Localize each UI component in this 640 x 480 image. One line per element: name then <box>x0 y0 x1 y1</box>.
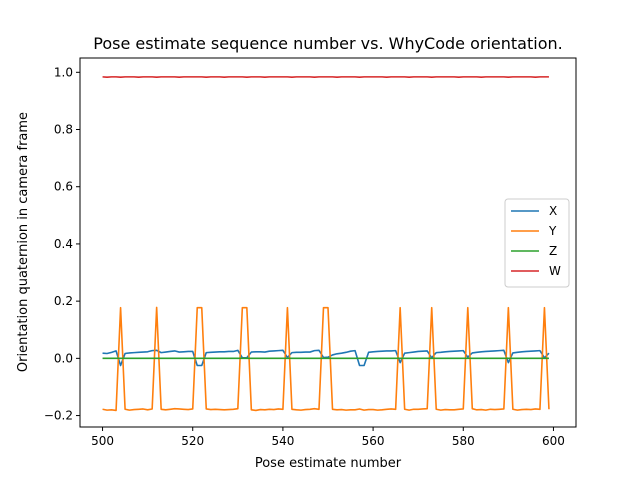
x-tick-label: 580 <box>452 434 475 448</box>
x-tick-label: 600 <box>542 434 565 448</box>
x-tick-label: 540 <box>271 434 294 448</box>
series-layer <box>102 76 550 412</box>
series-line-y <box>102 306 550 412</box>
legend-label-x: X <box>549 204 557 218</box>
y-axis: −0.2 0.0 0.2 0.4 0.6 0.8 1.0 <box>44 65 80 423</box>
y-tick-label: 0.6 <box>54 180 73 194</box>
legend-label-z: Z <box>549 244 557 258</box>
y-tick-label: 0.8 <box>54 123 73 137</box>
y-tick-label: 0.0 <box>54 351 73 365</box>
y-tick-label: 0.4 <box>54 237 73 251</box>
y-axis-label: Orientation quaternion in camera frame <box>16 112 31 372</box>
y-tick-label: 1.0 <box>54 65 73 79</box>
legend-label-y: Y <box>548 224 557 238</box>
x-tick-label: 520 <box>181 434 204 448</box>
legend-box <box>504 198 570 288</box>
axes-frame <box>79 57 577 428</box>
chart-title: Pose estimate sequence number vs. WhyCod… <box>93 34 562 53</box>
x-tick-label: 560 <box>362 434 385 448</box>
series-line-x <box>102 349 550 367</box>
x-axis: 500 520 540 560 580 600 <box>91 427 565 448</box>
y-tick-label: 0.2 <box>54 294 73 308</box>
x-tick-label: 500 <box>91 434 114 448</box>
y-tick-label: −0.2 <box>44 409 73 423</box>
legend-label-w: W <box>549 264 561 278</box>
x-axis-label: Pose estimate number <box>255 456 402 471</box>
